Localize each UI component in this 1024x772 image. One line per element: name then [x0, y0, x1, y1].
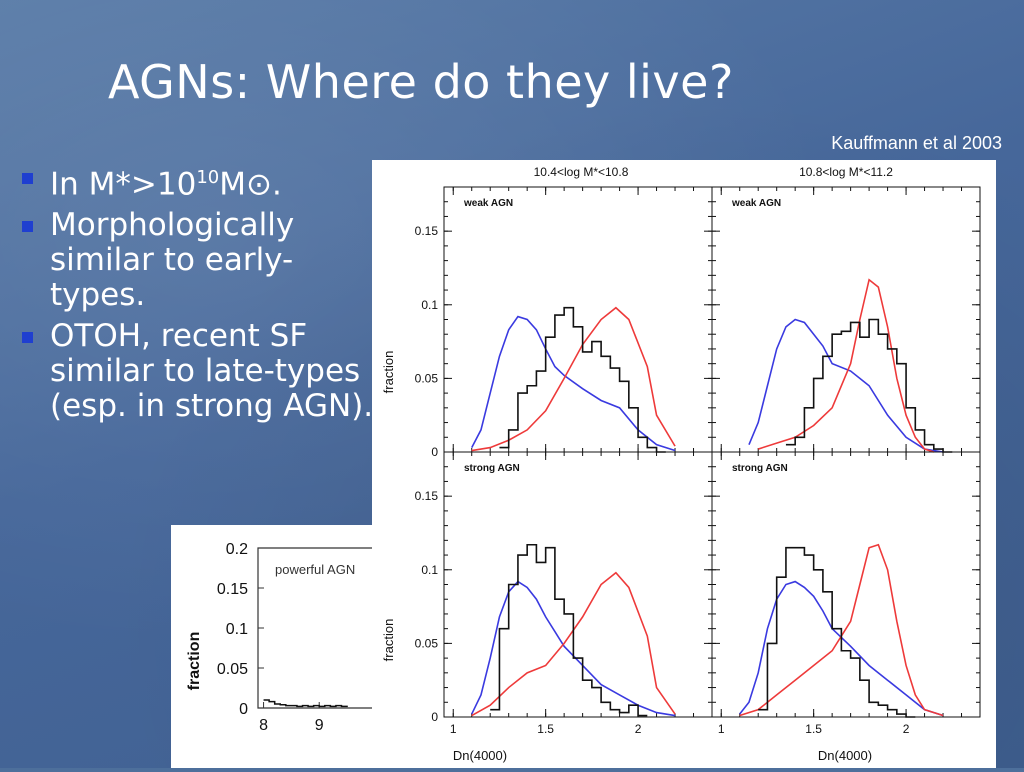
- inset-figure: fraction powerful AGN 0 0.05 0.1 0.15 0.2 8 9: [171, 525, 386, 768]
- inset-plot: 0 0.05 0.1 0.15 0.2 8 9: [217, 541, 386, 734]
- main-figure: 10.4<log M*<10.8 10.8<log M*<11.2 fracti…: [372, 160, 996, 768]
- column-title-right: 10.8<log M*<11.2: [799, 165, 893, 179]
- series-blue: [739, 580, 944, 717]
- series-black: [785, 318, 953, 453]
- panel-4: 1 1.5 2 strong AGN: [711, 451, 981, 736]
- panel-frame: [443, 451, 713, 718]
- panel-label: strong AGN: [732, 463, 788, 474]
- y-tick-label: 0.1: [421, 298, 438, 312]
- y-tick-label: 0.05: [415, 371, 439, 385]
- y-tick-label: 0.05: [415, 636, 439, 650]
- bullet-marker-icon: [22, 221, 33, 233]
- panel-frame: [443, 186, 713, 453]
- panel-label: strong AGN: [464, 463, 520, 474]
- inset-x-tick-label: 9: [315, 717, 324, 734]
- series-black: [499, 306, 666, 453]
- y-tick-label: 0: [431, 445, 438, 459]
- y-tick-label: 0.15: [415, 224, 439, 238]
- x-tick-label: 2: [903, 722, 910, 736]
- inset-y-tick-label: 0.2: [226, 541, 248, 558]
- citation: Kauffmann et al 2003: [831, 133, 1002, 153]
- bullet-item: Morphologically similar to early-types.: [14, 208, 374, 313]
- bullet-item: OTOH, recent SF similar to late-types (e…: [14, 319, 374, 424]
- series-blue: [471, 315, 676, 452]
- inset-y-tick-label: 0.05: [217, 661, 248, 678]
- xlabel-left: Dn(4000): [453, 748, 507, 763]
- bullet-marker-icon: [22, 173, 33, 184]
- y-tick-label: 0: [431, 710, 438, 724]
- series-black: [490, 543, 648, 717]
- panel-1: 0 0.05 0.1 0.15 weak AGN: [415, 186, 713, 459]
- slide-title: AGNs: Where do they live?: [108, 55, 734, 109]
- series-red: [471, 571, 676, 717]
- series-red: [471, 306, 676, 452]
- x-tick-label: 1: [450, 722, 457, 736]
- ylabel-top: fraction: [381, 351, 396, 394]
- x-tick-label: 2: [635, 722, 642, 736]
- series-red: [739, 543, 944, 717]
- panel-frame: [711, 186, 981, 453]
- x-tick-label: 1.5: [537, 722, 554, 736]
- series-black: [758, 546, 916, 718]
- inset-panel-label: powerful AGN: [275, 562, 355, 577]
- inset-chart: fraction powerful AGN 0 0.05 0.1 0.15 0.2 8 9: [186, 541, 386, 734]
- bullet-marker-icon: [22, 332, 33, 344]
- x-tick-label: 1: [718, 722, 725, 736]
- x-tick-label: 1.5: [805, 722, 822, 736]
- inset-y-tick-label: 0.15: [217, 581, 248, 598]
- panel-3: 1 1.5 2 0 0.05 0.1 0.15 strong AGN: [415, 451, 713, 736]
- panel-label: weak AGN: [731, 198, 781, 209]
- bullet-list: In M*>1010M⊙. Morphologically similar to…: [14, 160, 374, 430]
- bullet-item: In M*>1010M⊙.: [14, 160, 374, 202]
- main-chart: 10.4<log M*<10.8 10.8<log M*<11.2 fracti…: [381, 165, 981, 763]
- series-blue: [471, 580, 676, 717]
- ylabel-bottom: fraction: [381, 619, 396, 662]
- xlabel-right: Dn(4000): [818, 748, 872, 763]
- inset-x-tick-label: 8: [259, 717, 268, 734]
- inset-ylabel: fraction: [186, 632, 203, 691]
- series-red: [757, 278, 935, 453]
- y-tick-label: 0.15: [415, 489, 439, 503]
- panel-label: weak AGN: [463, 198, 513, 209]
- panel-2: weak AGN: [711, 186, 981, 453]
- inset-series-black: [263, 699, 348, 708]
- panel-frame: [711, 451, 981, 718]
- inset-y-tick-label: 0.1: [226, 621, 248, 638]
- series-blue: [748, 318, 944, 453]
- column-title-left: 10.4<log M*<10.8: [534, 165, 629, 179]
- inset-y-tick-label: 0: [239, 701, 248, 718]
- y-tick-label: 0.1: [421, 563, 438, 577]
